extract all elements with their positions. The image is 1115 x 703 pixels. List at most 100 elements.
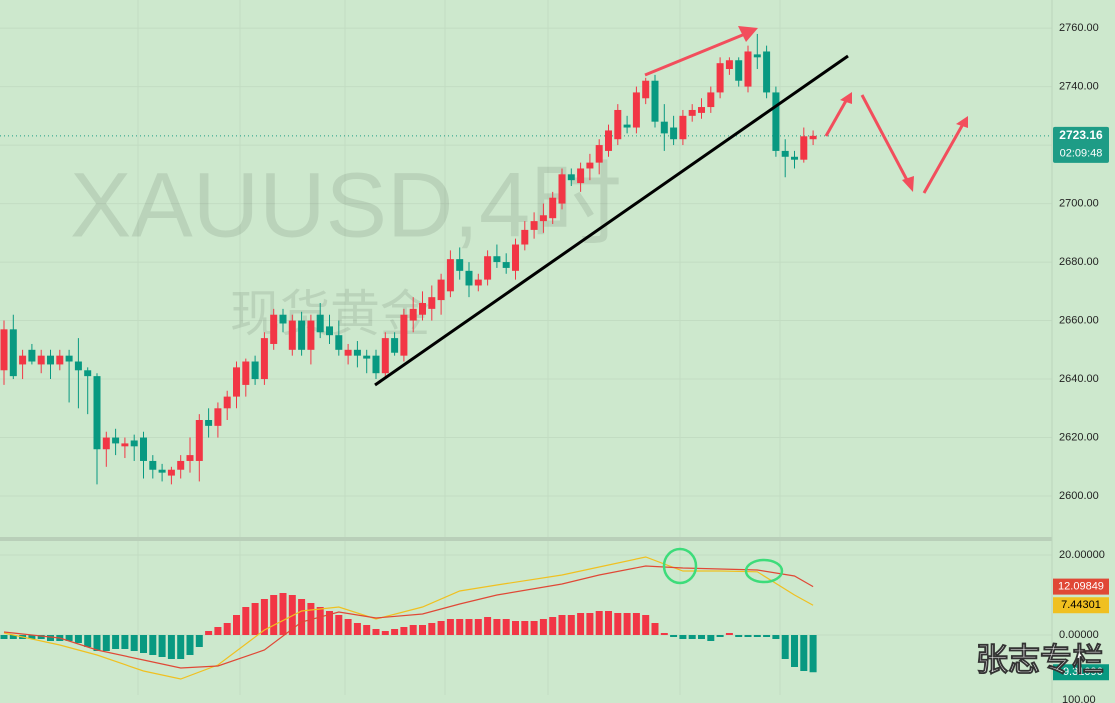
candle-body xyxy=(335,335,343,350)
histogram-bar xyxy=(9,635,17,639)
arrow xyxy=(644,32,746,77)
candle-body xyxy=(446,259,454,292)
histogram-bar xyxy=(791,635,798,667)
histogram-bar xyxy=(670,635,678,637)
candle-body xyxy=(409,308,417,321)
candle-body xyxy=(326,326,333,336)
macd-line xyxy=(3,565,814,669)
arrow-head xyxy=(902,176,914,192)
histogram-bar xyxy=(28,635,36,639)
candle-body xyxy=(251,361,259,380)
histogram-bar xyxy=(84,635,92,647)
histogram-bar xyxy=(660,633,668,635)
countdown-label: 02:09:48 xyxy=(1060,148,1103,160)
histogram-bar xyxy=(493,619,501,635)
candle-body xyxy=(512,244,519,271)
y-tick-label: 2740.00 xyxy=(1059,80,1099,92)
candle-body xyxy=(279,314,287,324)
last-price-tag xyxy=(1053,126,1109,163)
candle-body xyxy=(9,329,17,377)
line-tag xyxy=(1053,578,1109,595)
candle-body xyxy=(530,221,538,230)
candle-body xyxy=(763,51,771,93)
histogram-bar xyxy=(363,625,371,635)
candle-body xyxy=(456,259,464,271)
histogram-bar xyxy=(800,635,808,671)
arrow xyxy=(824,98,849,137)
candle-body xyxy=(391,338,399,353)
histogram-bar xyxy=(605,611,612,635)
candle-body xyxy=(651,80,659,122)
candle-body xyxy=(716,63,724,93)
candle-body xyxy=(595,145,603,163)
candle-body xyxy=(288,320,296,350)
candle-body xyxy=(316,314,324,333)
arrow xyxy=(860,94,910,183)
histogram-bar xyxy=(753,635,761,637)
candle-body xyxy=(93,376,101,450)
histogram-bar xyxy=(102,635,110,651)
candle-body xyxy=(307,320,315,350)
candle-body xyxy=(493,256,501,263)
histogram-bar xyxy=(391,629,399,635)
candle-body xyxy=(549,197,557,219)
histogram-bar xyxy=(251,603,259,635)
histogram-bar xyxy=(577,613,585,635)
histogram-bar xyxy=(651,623,659,635)
histogram-bar xyxy=(735,635,743,637)
histogram-bar xyxy=(558,615,566,635)
histogram-bar xyxy=(512,621,519,635)
histogram-bar xyxy=(177,635,185,659)
histogram-bar xyxy=(456,619,464,635)
candle-body xyxy=(605,130,612,151)
last-price-label: 2723.16 xyxy=(1059,128,1103,142)
histogram-bar xyxy=(167,635,175,659)
candle-body xyxy=(233,367,240,397)
histogram-bar xyxy=(121,635,129,649)
candle-body xyxy=(735,60,743,81)
histogram-bar xyxy=(549,617,557,635)
candle-body xyxy=(419,303,426,315)
candle-body xyxy=(56,355,64,365)
histogram-bar xyxy=(0,635,8,639)
candle-body xyxy=(223,396,231,409)
line-tag-label: 7.44301 xyxy=(1061,599,1101,611)
author-watermark: 张志专栏 xyxy=(976,641,1104,677)
histogram-bar xyxy=(260,599,268,635)
histogram-bar xyxy=(484,617,492,635)
histogram-bar xyxy=(744,635,752,637)
histogram-bar xyxy=(623,613,631,635)
candle-body xyxy=(344,349,352,356)
y-tick-label: 20.00000 xyxy=(1059,549,1105,561)
candle-body xyxy=(205,420,213,426)
candle-body xyxy=(363,355,371,359)
arrow-head xyxy=(738,26,758,42)
histogram-bar xyxy=(679,635,687,639)
histogram-bar xyxy=(214,627,222,635)
histogram-bar xyxy=(763,635,771,637)
candle-body xyxy=(0,329,8,371)
candle-body xyxy=(428,297,436,309)
line-tag-label: 12.09849 xyxy=(1058,581,1104,593)
histogram-bar xyxy=(428,623,436,635)
highlight-circle xyxy=(744,558,784,584)
histogram-bar xyxy=(149,635,157,655)
histogram-bar xyxy=(372,629,380,635)
candle-body xyxy=(688,109,696,116)
histogram-bar xyxy=(567,615,575,635)
candle-body xyxy=(437,279,445,301)
histogram-bar xyxy=(474,619,482,635)
candle-body xyxy=(753,54,761,58)
histogram-bar xyxy=(335,615,343,635)
candle-body xyxy=(260,338,268,380)
candle-body xyxy=(632,92,640,128)
candle-body xyxy=(298,320,306,350)
candle-body xyxy=(372,355,380,374)
histogram-bar xyxy=(326,611,333,635)
macd-line xyxy=(3,556,814,680)
histogram-bar xyxy=(279,593,287,635)
candle-body xyxy=(558,174,566,204)
histogram-bar xyxy=(140,635,147,653)
candle-body xyxy=(65,355,73,362)
